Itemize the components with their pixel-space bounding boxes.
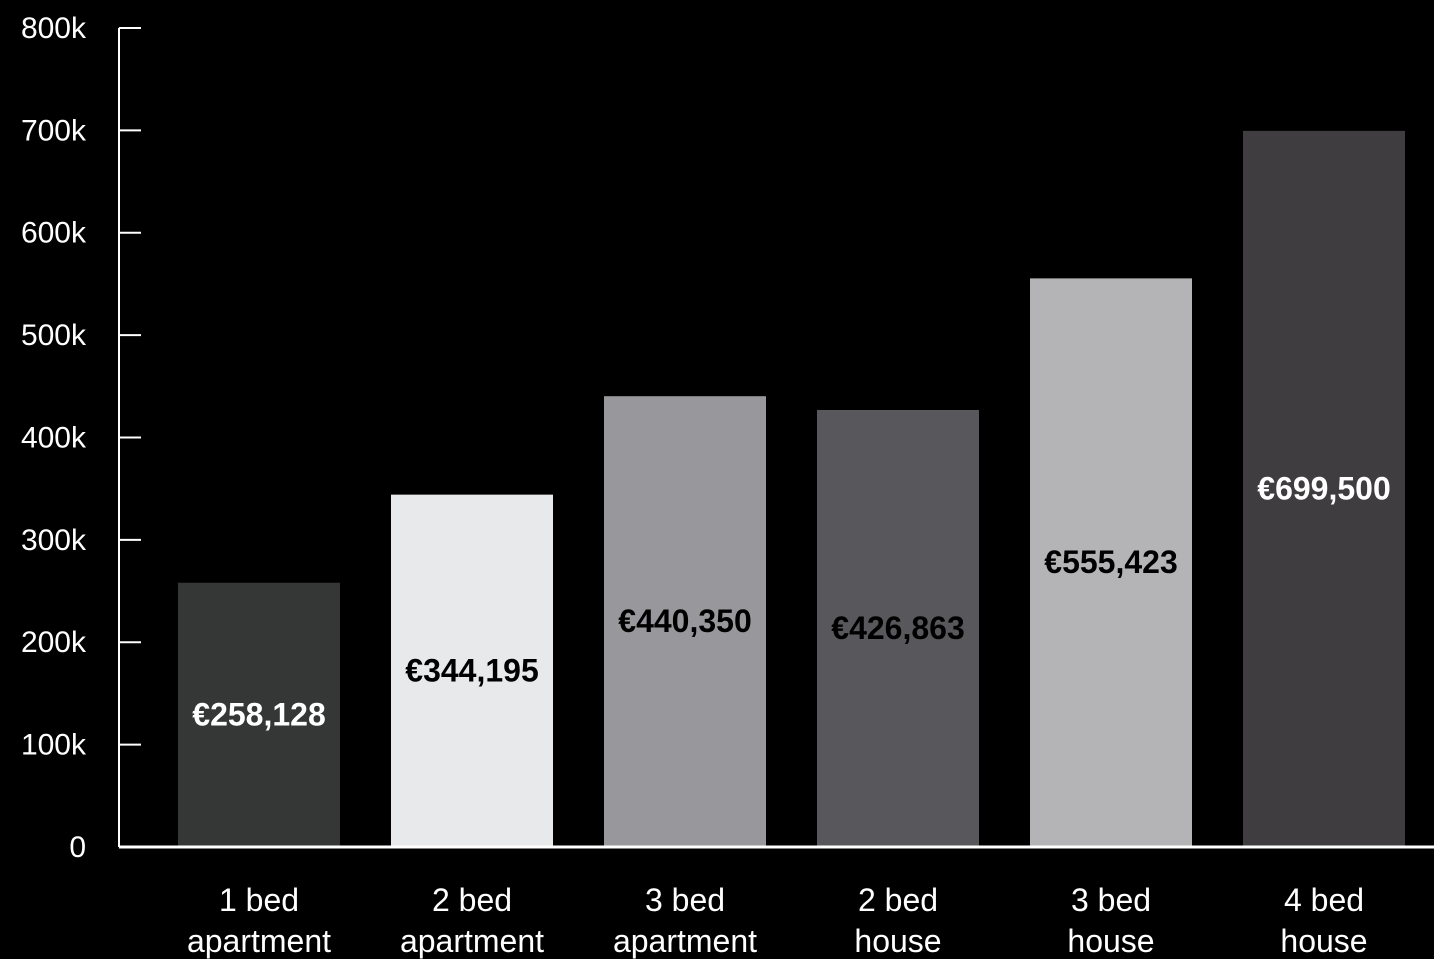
bar bbox=[391, 494, 553, 847]
value-label: €699,500 bbox=[1257, 470, 1390, 506]
value-label: €426,863 bbox=[831, 610, 964, 646]
y-tick-label: 200k bbox=[21, 626, 87, 659]
y-tick-label: 700k bbox=[21, 114, 87, 147]
value-label: €258,128 bbox=[192, 696, 325, 732]
y-tick-label: 600k bbox=[21, 217, 87, 250]
x-tick-label: 3 bed apartment bbox=[612, 882, 758, 959]
bar bbox=[604, 396, 766, 847]
bar bbox=[1030, 278, 1192, 847]
bar bbox=[178, 582, 340, 847]
x-tick-label: 2 bed house bbox=[854, 882, 942, 959]
bar bbox=[1243, 130, 1405, 848]
y-tick-label: 300k bbox=[21, 524, 87, 557]
x-tick-label: 2 bed apartment bbox=[399, 882, 545, 959]
x-tick-label: 3 bed house bbox=[1067, 882, 1155, 959]
value-label: €344,195 bbox=[405, 652, 538, 688]
x-tick-label: 4 bed house bbox=[1280, 882, 1368, 959]
x-tick-label: 1 bed apartment bbox=[186, 882, 332, 959]
y-tick-label: 800k bbox=[21, 12, 87, 45]
value-label: €555,423 bbox=[1044, 544, 1177, 580]
y-tick-label: 0 bbox=[69, 831, 86, 864]
y-tick-label: 500k bbox=[21, 319, 87, 352]
value-label: €440,350 bbox=[618, 603, 751, 639]
y-tick-label: 100k bbox=[21, 729, 87, 762]
bar bbox=[817, 409, 979, 847]
y-tick-label: 400k bbox=[21, 421, 87, 454]
